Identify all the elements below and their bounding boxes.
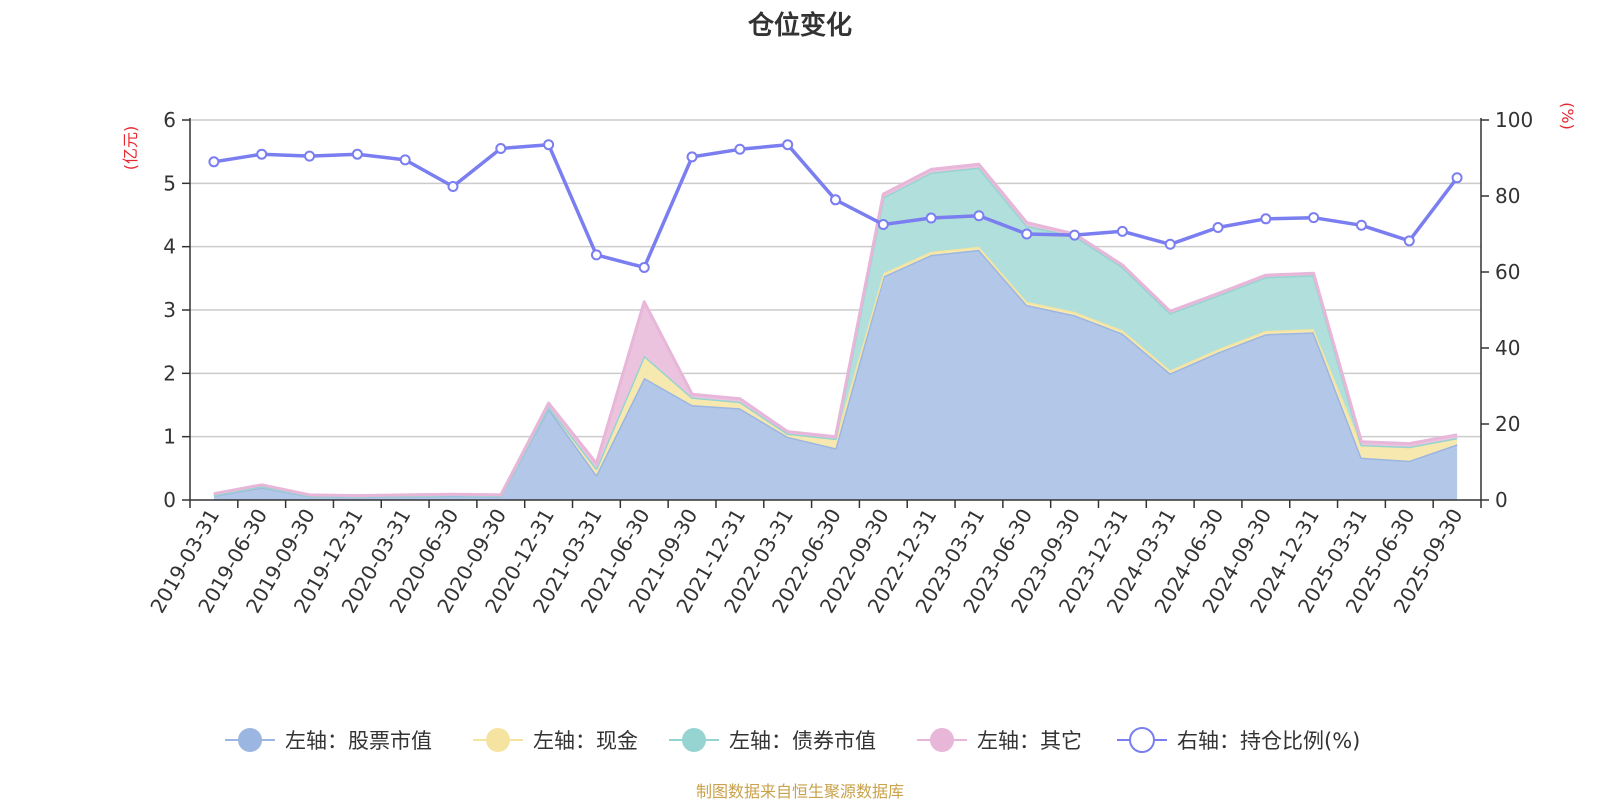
ratio-point [877, 219, 889, 230]
right-axis-tick-label: 20 [1495, 412, 1520, 436]
left-axis-tick-label: 3 [163, 298, 176, 322]
legend-label: 左轴：债券市值 [729, 729, 876, 753]
ratio-point [351, 148, 363, 160]
ratio-line-series [208, 139, 1463, 273]
ratio-point [1308, 212, 1320, 224]
legend-marker [682, 728, 706, 752]
legend: 左轴：股票市值 左轴：现金 左轴：债券市值 左轴：其它 右轴：持仓比例(%) [225, 727, 1360, 753]
legend-item: 右轴：持仓比例(%) [1117, 727, 1360, 753]
area-series-1 [213, 246, 1458, 497]
legend-marker [486, 728, 510, 752]
ratio-point [495, 143, 507, 154]
right-axis-tick-label: 80 [1495, 184, 1520, 208]
source-note: 制图数据来自恒生聚源数据库 [696, 782, 904, 800]
ratio-point [1403, 235, 1415, 247]
ratio-point [973, 210, 985, 222]
area-line-series-3 [213, 162, 1458, 498]
area-series-0 [213, 249, 1458, 500]
legend-label: 左轴：其它 [977, 729, 1082, 753]
ratio-point [1260, 213, 1272, 225]
ratio-point [830, 194, 841, 206]
left-axis-tick-label: 1 [163, 425, 176, 449]
legend-item: 左轴：其它 [917, 728, 1082, 753]
legend-item: 左轴：股票市值 [225, 728, 432, 753]
ratio-point [638, 261, 650, 273]
ratio-point [1355, 219, 1367, 231]
legend-item: 左轴：现金 [473, 728, 638, 753]
legend-label: 左轴：股票市值 [285, 729, 432, 753]
ratio-point [1164, 238, 1176, 250]
ratio-point [734, 143, 746, 155]
legend-label: 左轴：现金 [533, 729, 638, 753]
ratio-point [447, 181, 459, 192]
left-axis-tick-label: 4 [163, 235, 176, 259]
right-axis-tick-label: 0 [1495, 488, 1508, 512]
ratio-line [213, 142, 1459, 270]
legend-label: 右轴：持仓比例(%) [1177, 729, 1360, 753]
ratio-point [208, 156, 220, 168]
ratio-point [590, 249, 602, 261]
ratio-point [1116, 225, 1128, 237]
right-axis-tick-label: 60 [1495, 260, 1520, 284]
ratio-point [543, 139, 555, 151]
legend-marker [1129, 727, 1155, 753]
stacked-areas [213, 162, 1458, 500]
left-axis-unit: (亿元) [121, 126, 140, 171]
ratio-point [925, 212, 937, 224]
left-axis-tick-label: 0 [163, 488, 176, 512]
legend-marker [238, 728, 262, 752]
ratio-point [1021, 228, 1033, 240]
legend-item: 左轴：债券市值 [669, 728, 876, 753]
left-axis-tick-label: 6 [163, 108, 176, 132]
ratio-point [686, 151, 698, 163]
ratio-point [1069, 229, 1081, 241]
right-axis-tick-label: 100 [1495, 108, 1533, 132]
area-series-2 [213, 167, 1458, 497]
chart-title: 仓位变化 [747, 10, 852, 41]
ratio-point [782, 139, 794, 151]
legend-marker [930, 728, 954, 752]
left-axis-tick-label: 5 [163, 171, 176, 195]
ratio-point [399, 154, 411, 166]
ratio-point [304, 150, 316, 162]
left-axis-tick-label: 2 [163, 361, 176, 385]
ratio-point [1451, 172, 1463, 184]
right-axis-unit: (%) [1558, 102, 1577, 130]
right-axis-tick-label: 40 [1495, 336, 1520, 360]
ratio-point [1212, 222, 1224, 234]
ratio-point [256, 148, 268, 160]
